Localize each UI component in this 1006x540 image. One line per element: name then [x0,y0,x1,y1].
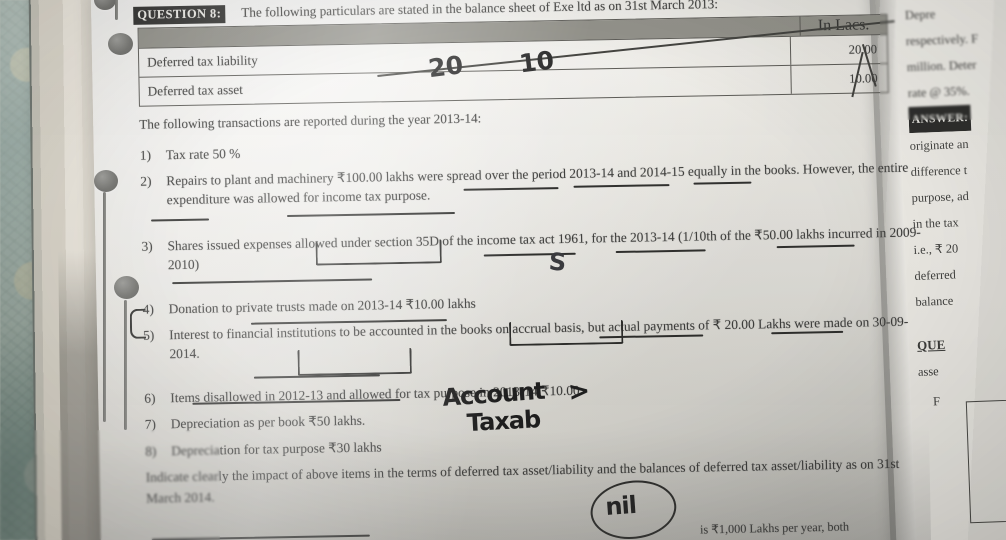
facing-answer-tag-row: ANSWER: [908,102,1006,134]
facing-line: balance [915,293,954,309]
list-item-number: 2) [140,173,152,189]
facing-line: respectively. F [905,31,979,49]
facing-line: rate @ 35%. [907,83,971,101]
binding-wire [115,0,118,20]
pen-underline [253,374,380,379]
facing-line: originate an [909,136,969,154]
balance-sheet-table: In Lacs. Deferred tax liability 20.00 De… [137,14,889,107]
facing-line: asse [917,364,939,379]
binding-hole [114,276,139,299]
list-item-number: 5) [143,327,155,343]
closing-paragraph: Indicate clearly the impact of above ite… [145,455,900,506]
list-item-number: 3) [141,238,153,254]
table-cell-label: Deferred tax asset [147,81,244,99]
list-item-number: 7) [144,416,157,432]
table-cell-value: 10.00 [790,64,888,94]
list-item-number: 4) [142,301,154,317]
facing-page-box [965,398,1006,524]
facing-question-label: QUE [916,336,946,353]
handwritten-note-10: 10 [517,45,556,79]
facing-line: million. Deter [906,57,977,75]
binding-wire [103,192,106,422]
list-item-text: Repairs to plant and machinery ₹100.00 l… [166,159,909,208]
binding-hole [94,170,118,192]
list-item-number: 8) [145,443,157,459]
list-item-number: 1) [139,147,152,163]
handwritten-note-nil: nil [604,490,637,522]
facing-line: Depre [904,7,936,23]
table-cell-value: 20.00 [789,35,888,65]
question-tag: QUESTION 8: [133,5,226,25]
binding-hole [108,33,133,55]
list-item-text: Tax rate 50 % [165,145,241,163]
table-header-in-lacs: In Lacs. [799,15,887,36]
bottom-strip-text: is ₹1,000 Lakhs per year, both [699,519,850,537]
list-item-text: Interest to financial institutions to be… [169,313,909,362]
handwritten-note-20: 20 [426,50,465,84]
handwritten-note-arrow: > [566,375,592,408]
pen-underline [151,534,370,540]
facing-line: difference t [910,162,968,180]
handwritten-note-taxab: Taxab [466,405,541,438]
list-item: 8) Depreciation for tax purpose ₹30 lakh… [145,434,565,461]
facing-page-text: Depre respectively. F million. Deter rat… [904,0,1006,415]
table-header-in-lacs-label: In Lacs. [817,15,870,34]
list-item: 2) Repairs to plant and machinery ₹100.0… [140,157,933,210]
handwritten-note-section-bracket: S [547,247,568,277]
list-item-text: Donation to private trusts made on 2013-… [168,295,476,317]
facing-line: in the tax [912,215,959,232]
facing-line: deferred [914,267,957,283]
binding-hole [94,0,116,10]
transactions-intro: The following transactions are reported … [139,110,482,132]
list-item: 3) Shares issued expenses allowed under … [141,222,934,275]
pen-underline [151,218,210,222]
binding-wire [124,300,127,430]
list-item: 1) Tax rate 50 % [140,138,560,165]
pen-underline [286,211,455,218]
answer-tag: ANSWER: [908,104,972,134]
facing-line: i.e., ₹ 20 [913,241,959,257]
pen-underline [172,278,373,285]
list-item-text: Depreciation for tax purpose ₹30 lakhs [171,439,382,459]
facing-line: purpose, ad [911,188,969,206]
list-item: 5) Interest to financial institutions to… [143,311,936,364]
list-item-number: 6) [144,390,156,406]
